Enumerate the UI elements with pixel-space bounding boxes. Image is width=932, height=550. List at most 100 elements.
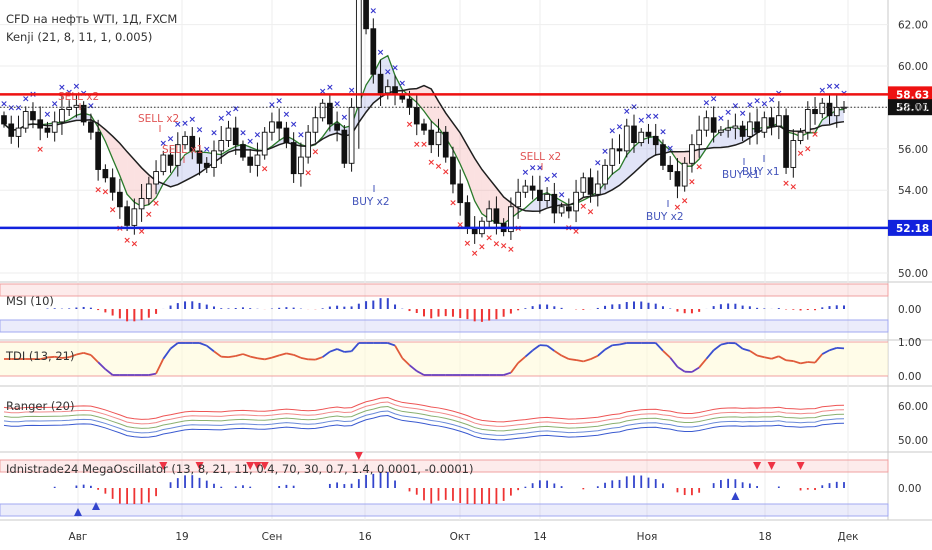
tdi-line — [524, 349, 534, 358]
tdi-line — [597, 348, 606, 357]
last-price-tag-label: 58.01 — [896, 102, 929, 114]
candle-body — [80, 104, 87, 123]
mega-sell-triangle — [195, 462, 204, 470]
tdi-line — [764, 356, 772, 360]
buy-x-marker: × — [319, 87, 327, 97]
time-tick-label: 14 — [533, 531, 547, 543]
buy-x-marker: × — [254, 131, 262, 141]
tdi-line — [807, 361, 816, 364]
buy-x-marker: × — [717, 114, 725, 124]
tdi-line — [778, 355, 787, 362]
candle-body — [537, 189, 543, 201]
signal-label-sell: SELL x1 — [162, 144, 203, 156]
tdi-line — [286, 352, 294, 356]
buy-x-marker: × — [58, 83, 66, 93]
indicator-panels — [0, 283, 889, 517]
resistance-tag-label: 58.63 — [896, 89, 929, 101]
buy-x-marker: × — [833, 82, 841, 92]
cloud-segment — [416, 85, 424, 112]
tdi-line — [612, 343, 620, 347]
price-axis[interactable]: 64.0062.0060.0058.0056.0054.0050.000.001… — [898, 0, 928, 495]
buy-x-marker: × — [348, 86, 356, 96]
tdi-line — [293, 354, 302, 359]
mega-buy-triangle — [731, 492, 740, 500]
tdi-line — [250, 355, 258, 360]
study-label: Kenji (21, 8, 11, 1, 0.005) — [6, 30, 152, 44]
buy-x-marker: × — [268, 101, 276, 111]
sell-x-marker: × — [695, 163, 703, 173]
candle-body — [616, 148, 623, 152]
buy-x-marker: × — [724, 108, 732, 118]
sell-x-marker: × — [406, 120, 414, 130]
mega-sell-triangle — [253, 462, 262, 470]
tdi-line — [749, 350, 758, 357]
candle-body — [8, 123, 15, 137]
time-tick-label: 18 — [758, 531, 771, 543]
cloud-segment — [452, 123, 461, 165]
buy-x-marker: × — [203, 145, 211, 155]
candle-body — [319, 102, 326, 119]
tdi-line — [532, 344, 541, 352]
tdi-line — [669, 357, 679, 368]
buy-x-marker: × — [210, 129, 218, 139]
candle-body — [30, 111, 36, 121]
candle-body — [457, 183, 464, 204]
price-tick-label: 56.00 — [898, 144, 928, 156]
tdi-line — [228, 355, 236, 359]
buy-x-marker: × — [189, 115, 197, 125]
candle-body — [696, 129, 703, 146]
buy-x-marker: × — [370, 6, 378, 16]
mega-sell-triangle — [767, 462, 776, 470]
panel-tick-label: 0.00 — [898, 371, 921, 383]
tdi-line — [575, 359, 584, 363]
buy-x-marker: × — [522, 168, 530, 178]
price-tick-label: 58.00 — [898, 102, 928, 114]
cloud-segment — [713, 130, 721, 148]
tdi-line — [242, 353, 251, 358]
tdi-line — [90, 354, 99, 363]
buy-x-marker: × — [703, 99, 711, 109]
time-tick-label: Дек — [837, 531, 858, 543]
tdi-line — [350, 342, 360, 352]
candle-body — [739, 125, 746, 137]
sell-x-marker: × — [580, 202, 588, 212]
tdi-line — [148, 372, 157, 376]
tdi-line — [162, 348, 172, 360]
tdi-line — [300, 356, 309, 361]
time-tick-label: Ноя — [637, 531, 658, 543]
candle-body — [232, 127, 239, 146]
buy-x-marker: × — [551, 171, 559, 181]
sell-x-marker: × — [456, 221, 464, 231]
buy-x-marker: × — [819, 86, 827, 96]
time-axis[interactable]: Авг 19 Сен 16 Окт 14 Ноя 18 Дек — [69, 531, 859, 543]
buy-x-marker: × — [594, 159, 602, 169]
candle-body — [305, 131, 311, 158]
buy-x-marker: × — [290, 120, 298, 130]
candle-body — [145, 183, 152, 199]
tdi-line — [257, 357, 265, 361]
buy-x-marker: × — [217, 114, 225, 124]
cloud-segment — [605, 174, 613, 194]
tdi-line — [61, 356, 70, 359]
tdi-line — [54, 355, 63, 359]
candle-body — [189, 135, 196, 152]
sell-x-marker: × — [109, 206, 117, 216]
tdi-line — [698, 358, 708, 369]
candle-body — [725, 127, 731, 131]
sell-x-marker: × — [435, 162, 443, 172]
candle-body — [102, 169, 109, 179]
candle-body — [783, 115, 789, 168]
candle-body — [551, 193, 558, 214]
tdi-line — [503, 371, 512, 376]
candle-body — [804, 109, 811, 133]
sell-x-marker: × — [464, 239, 472, 249]
tdi-line — [517, 355, 526, 364]
candle-body — [623, 125, 630, 152]
candle-body — [819, 102, 826, 115]
candle-body — [508, 206, 514, 233]
msi-upper-band — [0, 283, 889, 297]
candle-body — [348, 106, 355, 164]
tdi-line — [199, 342, 208, 347]
sell-x-marker: × — [500, 241, 508, 251]
